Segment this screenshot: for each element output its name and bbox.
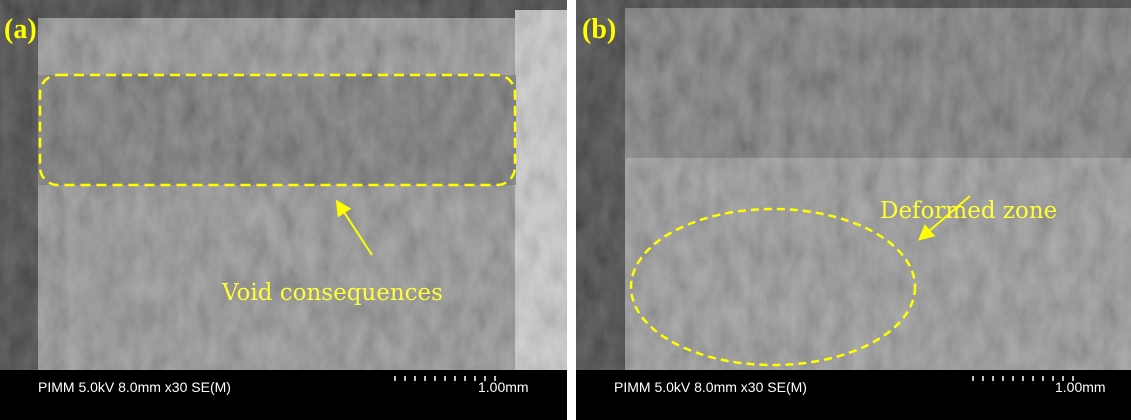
scale-label: 1.00mm: [1055, 379, 1106, 395]
annotation: Deformed zone: [880, 198, 1057, 224]
footer-text: PIMM 5.0kV 8.0mm x30 SE(M): [38, 379, 231, 395]
arrow: [335, 199, 373, 256]
panel-label: (b): [582, 14, 616, 45]
panel-b: (b) Deformed zone PIMM 5.0kV 8.0mm x30 S…: [576, 0, 1131, 420]
scale-ticks: [394, 376, 496, 381]
scale-ticks: [972, 376, 1074, 381]
arrow: [917, 195, 971, 241]
panel-label: (a): [4, 14, 37, 45]
panel-a: (a) Void consequences PIMM 5.0kV 8.0mm x…: [0, 0, 567, 420]
highlight-box: [38, 73, 517, 187]
info-bar: [576, 370, 1131, 420]
annotation: Void consequences: [221, 280, 443, 306]
footer-text: PIMM 5.0kV 8.0mm x30 SE(M): [614, 379, 807, 395]
highlight-ellipse: [629, 207, 917, 367]
texture: [576, 0, 1131, 370]
scale-label: 1.00mm: [478, 379, 529, 395]
info-bar: [0, 370, 567, 420]
